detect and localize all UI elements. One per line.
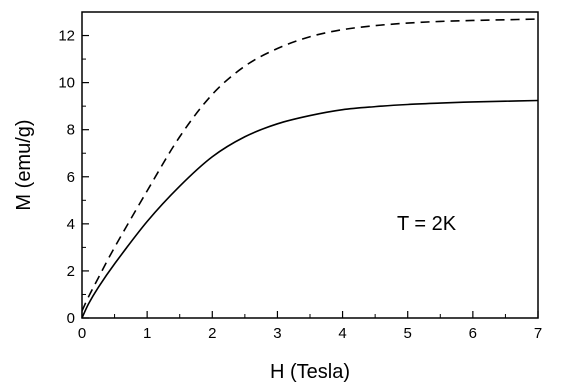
y-tick-label: 12	[58, 28, 75, 45]
dashed-series-line	[81, 18, 539, 312]
series-layer	[81, 18, 539, 319]
x-tick-label: 2	[208, 325, 216, 342]
x-tick-label: 5	[404, 325, 412, 342]
x-tick-label: 6	[469, 325, 477, 342]
y-tick-label: 0	[67, 310, 75, 327]
solid-series-line	[81, 99, 539, 319]
y-axis-title: M (emu/g)	[13, 119, 35, 210]
y-tick-label: 10	[58, 75, 75, 92]
plot-frame	[81, 11, 539, 319]
y-tick-label: 4	[67, 216, 75, 233]
x-tick-label: 4	[338, 325, 346, 342]
x-tick-label: 7	[534, 325, 542, 342]
y-tick-label: 6	[67, 169, 75, 186]
y-tick-label: 8	[67, 122, 75, 139]
x-tick-label: 3	[273, 325, 281, 342]
y-tick-label: 2	[67, 263, 75, 280]
x-tick-label: 0	[78, 325, 86, 342]
x-tick-label: 1	[143, 325, 151, 342]
temperature-annotation: T = 2K	[397, 213, 457, 235]
x-axis-title: H (Tesla)	[270, 361, 350, 383]
